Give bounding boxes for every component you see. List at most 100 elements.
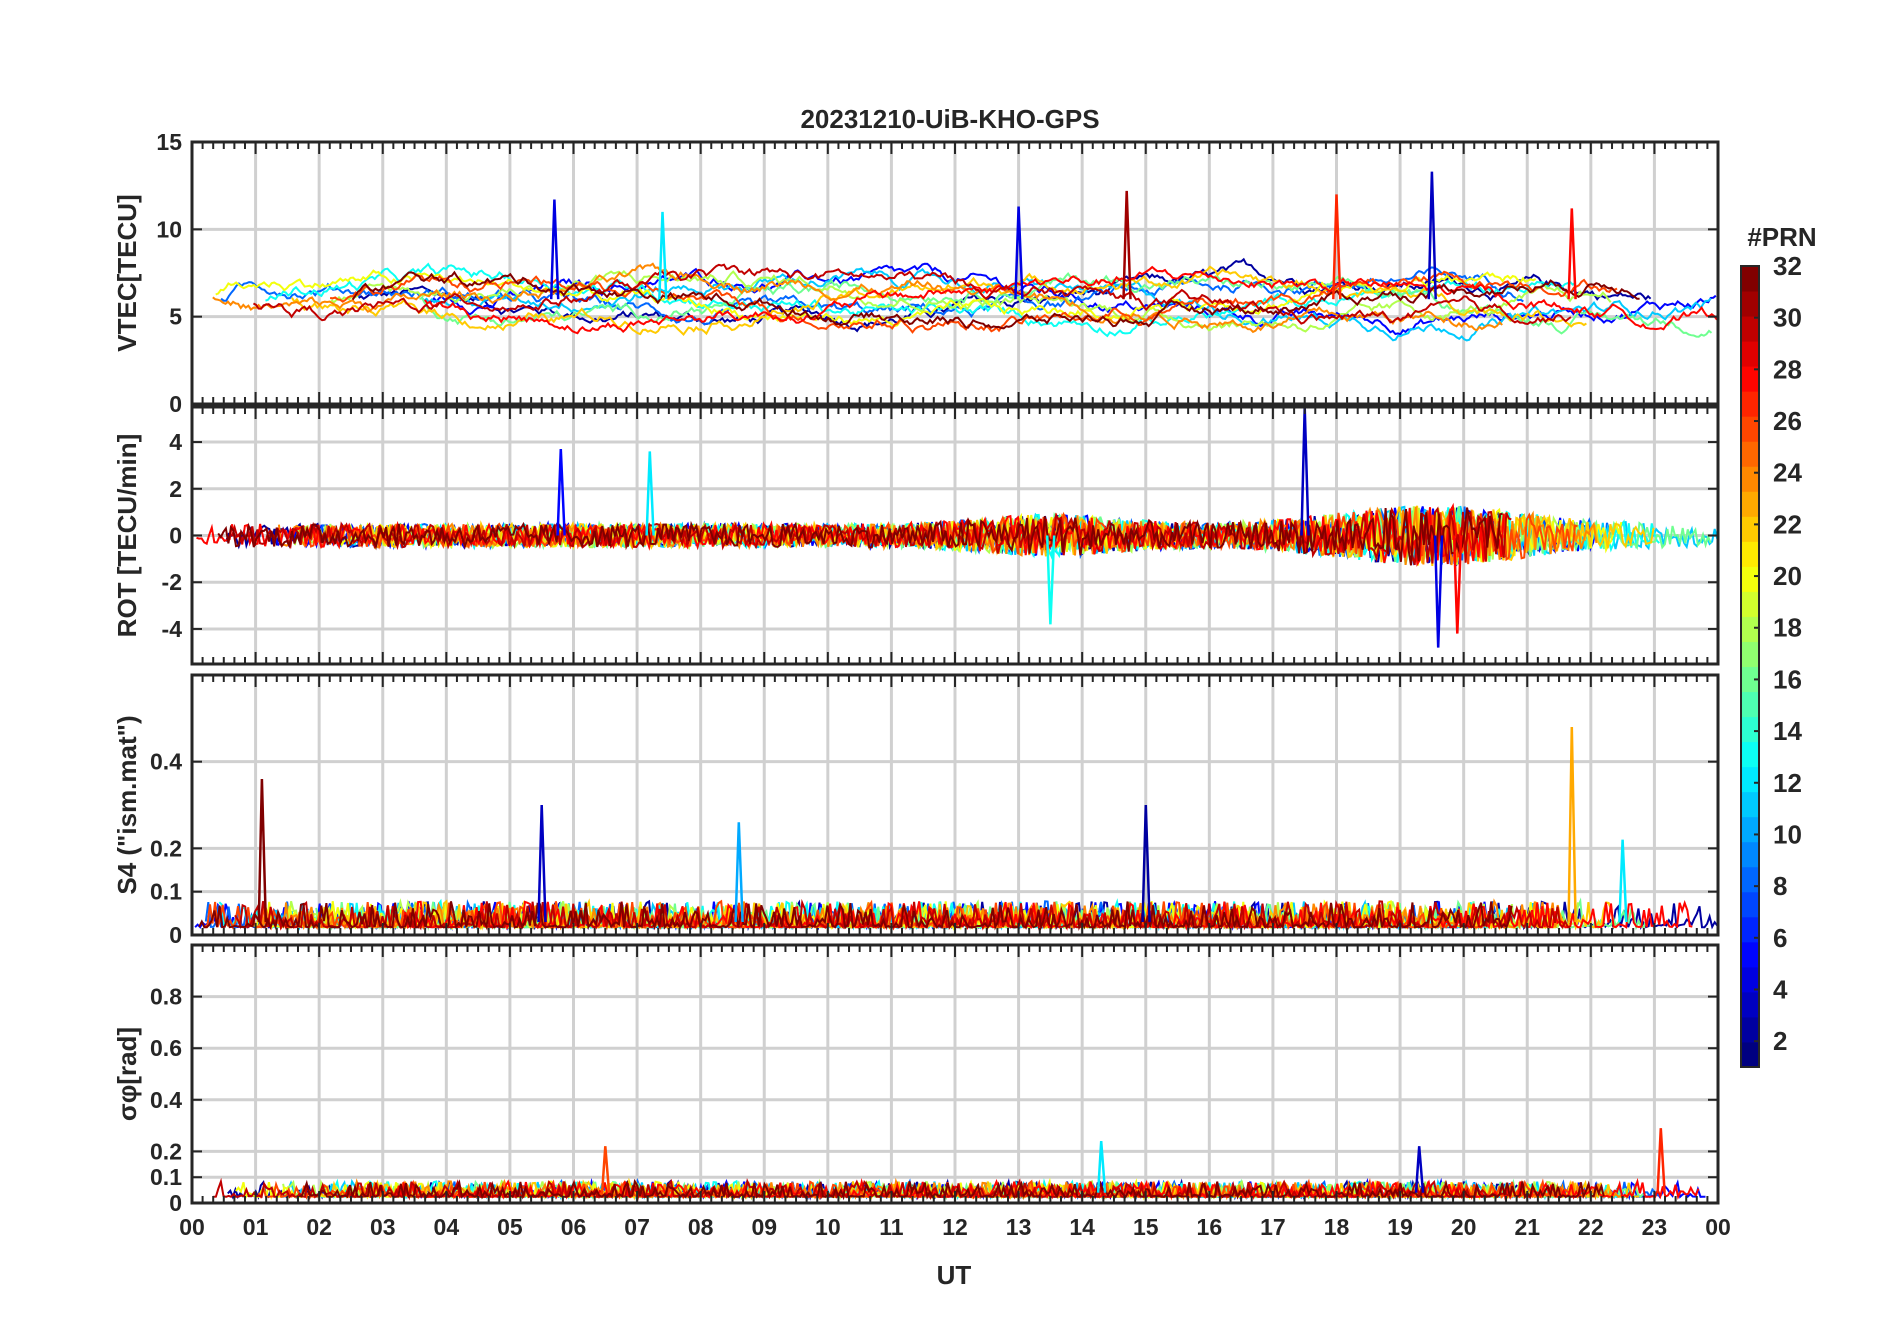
colorbar-frame (1740, 265, 1760, 1068)
series-prn-22 (291, 265, 1587, 337)
y-tick-label: -4 (162, 616, 183, 642)
colorbar-swatch (1741, 966, 1759, 993)
colorbar-label: #PRN (1747, 222, 1816, 252)
x-tick-label: 16 (1197, 1214, 1223, 1240)
x-tick-label: 01 (243, 1214, 269, 1240)
peak-vtec-1 (658, 211, 668, 300)
x-tick-label: 23 (1642, 1214, 1668, 1240)
peak-vtec-2 (1014, 206, 1024, 300)
x-tick-label: 18 (1324, 1214, 1350, 1240)
colorbar-swatch (1741, 1041, 1759, 1068)
series-prn-24 (212, 262, 1503, 334)
peak-vtec-4 (1332, 194, 1342, 300)
peak-s4-5 (1618, 839, 1628, 923)
panel-vtec: 0 5 10 15 VTEC[TECU] (112, 129, 1720, 417)
y-tick-label: -2 (162, 569, 182, 595)
y-tick-label: 0 (169, 922, 182, 948)
colorbar-swatch (1741, 641, 1759, 667)
peak-rot-4 (1433, 535, 1444, 648)
colorbar-swatch (1741, 691, 1759, 718)
colorbar-tick-label: 22 (1773, 509, 1802, 539)
colorbar-swatch (1741, 516, 1759, 542)
colorbar-swatch (1741, 566, 1759, 592)
colorbar-tick-label: 8 (1773, 871, 1787, 901)
colorbar-tick-label: 14 (1773, 716, 1802, 746)
x-tick-label: 09 (751, 1214, 777, 1240)
x-tick-label: 00 (179, 1214, 205, 1240)
colorbar-swatch (1741, 841, 1759, 868)
colorbar-swatch (1741, 891, 1759, 918)
x-tick-label: 12 (942, 1214, 968, 1240)
x-tick-label: 10 (815, 1214, 841, 1240)
colorbar-swatch (1741, 366, 1759, 392)
x-tick-label: 21 (1514, 1214, 1540, 1240)
peak-rot-1 (645, 451, 655, 536)
y-tick-label: 0.4 (150, 1087, 182, 1113)
colorbar-tick-label: 24 (1773, 458, 1802, 488)
colorbar-swatch (1741, 341, 1759, 367)
series-prn-26 (329, 270, 1618, 334)
series-prn-20 (215, 269, 1537, 327)
panel-rot: -4 -2 0 2 4 ROT [TECU/min] (112, 405, 1720, 666)
y-tick-label: 4 (169, 429, 182, 455)
y-tick-label: 0.2 (150, 1138, 182, 1164)
y-tick-label: 0 (169, 1190, 182, 1216)
colorbar-swatch (1741, 616, 1759, 642)
series-prn-30 (252, 263, 1572, 326)
colorbar-swatch (1741, 466, 1759, 492)
colorbar-swatch (1741, 541, 1759, 567)
colorbar-swatch (1741, 916, 1759, 943)
series-prn-32 (217, 507, 1503, 566)
peak-s4-1 (537, 804, 547, 923)
colorbar-swatch (1741, 266, 1759, 292)
x-tick-label: 14 (1069, 1214, 1095, 1240)
peak-vtec-5 (1427, 171, 1437, 300)
colorbar-swatch (1741, 291, 1759, 317)
x-tick-label: 07 (624, 1214, 650, 1240)
colorbar-swatch (1741, 791, 1759, 818)
peak-s4-3 (1141, 804, 1151, 923)
colorbar-tick-label: 26 (1773, 406, 1802, 436)
colorbar-tick-label: 4 (1773, 974, 1788, 1004)
colorbar-tick-label: 20 (1773, 561, 1802, 591)
x-axis-label: UT (937, 1260, 972, 1290)
y-tick-label: 0.8 (150, 984, 182, 1010)
colorbar-swatch (1741, 741, 1759, 768)
colorbar-tick-label: 32 (1773, 251, 1802, 281)
series-prn-13 (265, 262, 1576, 338)
x-tick-label: 06 (561, 1214, 587, 1240)
colorbar-tick-label: 10 (1773, 819, 1802, 849)
peak-sigma_phi-2 (1414, 1146, 1425, 1193)
x-tick-label: 11 (879, 1214, 904, 1240)
peak-s4-0 (257, 778, 268, 923)
x-tick-label: 13 (1006, 1214, 1032, 1240)
colorbar-tick-label: 18 (1773, 613, 1802, 643)
peak-sigma_phi-1 (1096, 1141, 1107, 1193)
colorbar-tick-label: 2 (1773, 1026, 1787, 1056)
series-group (213, 1128, 1706, 1201)
y-axis-label-s4: S4 ("ism.mat") (112, 715, 142, 894)
series-prn-32 (351, 270, 1640, 330)
panel-s4: 0 0.1 0.2 0.4 S4 ("ism.mat") (112, 673, 1720, 948)
peak-sigma_phi-3 (1656, 1128, 1666, 1193)
x-tick-label: 17 (1260, 1214, 1286, 1240)
colorbar-swatch (1741, 716, 1759, 743)
peak-vtec-3 (1122, 190, 1132, 300)
peak-vtec-6 (1567, 208, 1577, 300)
x-tick-label: 00 (1705, 1214, 1731, 1240)
y-tick-label: 0.2 (150, 835, 182, 861)
series-prn-30 (213, 1177, 1509, 1201)
peak-sigma_phi-0 (600, 1146, 611, 1193)
y-tick-label: 5 (169, 304, 182, 330)
colorbar-swatch (1741, 591, 1759, 617)
series-prn-28 (424, 265, 1718, 335)
y-tick-label: 0.4 (150, 749, 182, 775)
colorbar-swatch (1741, 666, 1759, 693)
x-tick-label: 02 (306, 1214, 332, 1240)
y-tick-label: 10 (156, 216, 182, 242)
colorbar-swatch (1741, 1016, 1759, 1043)
colorbar-tick-label: 6 (1773, 923, 1787, 953)
colorbar-swatch (1741, 816, 1759, 843)
series-group (194, 726, 1718, 932)
colorbar-tick-label: 30 (1773, 303, 1802, 333)
